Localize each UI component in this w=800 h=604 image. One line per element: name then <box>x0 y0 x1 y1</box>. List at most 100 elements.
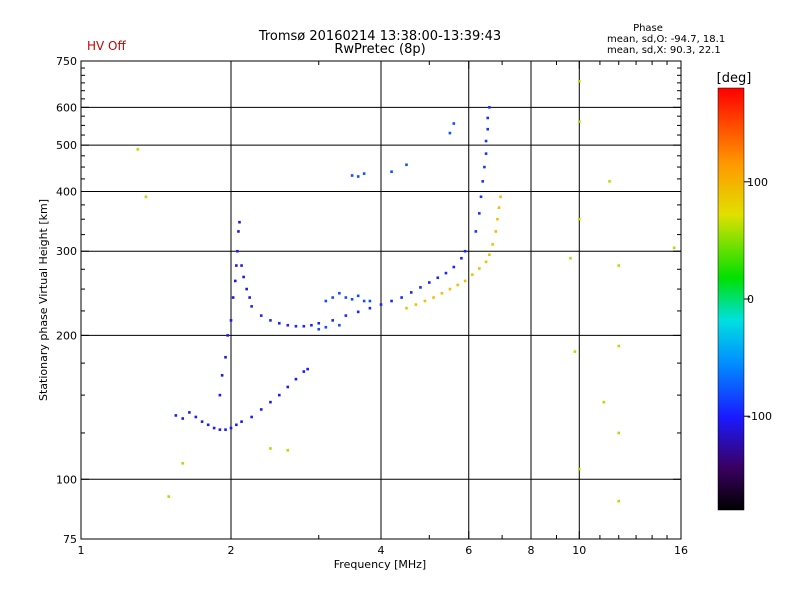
data-point <box>405 163 408 167</box>
data-point <box>294 377 298 381</box>
data-point <box>226 334 230 337</box>
data-point <box>569 256 572 260</box>
data-point <box>338 323 341 327</box>
colorbar-tick-label: 100 <box>747 176 768 189</box>
data-point <box>356 310 360 314</box>
data-point <box>236 249 239 253</box>
data-point <box>344 296 348 299</box>
data-point <box>400 296 403 299</box>
data-point <box>617 431 621 435</box>
y-tick-label: 300 <box>56 245 77 258</box>
x-tick-labels: 1 2 4 6 8 10 16 <box>78 544 689 557</box>
data-point <box>573 350 577 353</box>
x-axis-label: Frequency [MHz] <box>334 558 426 571</box>
data-point <box>463 279 467 283</box>
data-point <box>460 256 463 260</box>
data-point <box>484 139 488 143</box>
data-point <box>331 319 335 322</box>
data-point <box>338 291 341 295</box>
axis-ticks <box>80 60 682 540</box>
y-tick-label: 75 <box>63 533 77 546</box>
data-point <box>212 426 216 430</box>
y-tick-label: 750 <box>56 55 77 68</box>
data-point <box>409 291 413 294</box>
data-point <box>448 131 452 135</box>
y-tick-label: 100 <box>56 473 77 486</box>
data-point <box>456 283 459 287</box>
data-point <box>250 305 253 308</box>
data-point <box>286 323 290 327</box>
grid <box>81 61 681 539</box>
data-point <box>317 321 321 325</box>
data-point <box>242 275 245 279</box>
colorbar-tick-label: 0 <box>747 293 754 306</box>
colorbar-gradient <box>717 87 745 511</box>
data-point <box>432 296 435 299</box>
data-point <box>427 281 431 284</box>
data-point <box>577 217 581 221</box>
data-point <box>488 253 491 257</box>
data-point <box>224 355 227 359</box>
data-point <box>174 414 178 417</box>
data-point <box>444 271 448 275</box>
data-point <box>317 327 321 331</box>
data-point <box>471 273 474 276</box>
data-points <box>136 80 676 503</box>
data-point <box>240 420 243 423</box>
data-point <box>481 180 485 183</box>
data-point <box>324 299 328 303</box>
data-point <box>250 415 253 419</box>
data-point <box>478 267 481 270</box>
colorbar-ticks: 100 0 -100 <box>744 176 772 423</box>
x-tick-label: 1 <box>78 544 85 557</box>
data-point <box>414 303 418 306</box>
data-point <box>491 243 494 246</box>
data-point <box>423 299 427 303</box>
data-point <box>224 428 227 431</box>
data-point <box>259 408 263 411</box>
data-point <box>672 246 676 250</box>
data-point <box>259 314 263 317</box>
y-tick-label: 600 <box>56 101 77 114</box>
x-tick-label: 16 <box>674 544 688 557</box>
data-point <box>390 170 393 174</box>
data-point <box>602 400 606 404</box>
data-point <box>231 296 235 299</box>
x-tick-label: 10 <box>572 544 586 557</box>
data-point <box>350 174 354 177</box>
data-point <box>436 276 440 280</box>
data-point <box>478 212 481 215</box>
data-point <box>200 420 204 423</box>
data-point <box>356 294 360 298</box>
data-point <box>617 264 621 267</box>
x-tick-label: 2 <box>228 544 235 557</box>
data-point <box>188 411 191 414</box>
colorbar: [deg] 100 0 -100 <box>717 71 772 511</box>
y-tick-label: 200 <box>56 329 77 342</box>
data-point <box>324 325 328 329</box>
data-point <box>144 195 148 199</box>
y-tick-label: 400 <box>56 185 77 198</box>
data-point <box>331 296 335 299</box>
data-point <box>494 230 498 233</box>
data-point <box>233 279 237 283</box>
data-point <box>379 303 383 306</box>
data-point <box>362 172 366 175</box>
data-point <box>474 230 478 233</box>
data-point <box>452 265 456 269</box>
data-point <box>486 127 490 131</box>
data-point <box>229 319 233 322</box>
data-point <box>235 264 238 267</box>
data-point <box>302 370 306 373</box>
phase-o-stats: mean, sd,O: -94.7, 18.1 <box>607 34 725 45</box>
data-point <box>220 374 224 377</box>
data-point <box>238 220 241 224</box>
data-point <box>240 264 243 267</box>
data-point <box>440 291 444 295</box>
data-point <box>218 393 222 397</box>
data-point <box>617 499 621 503</box>
data-point <box>229 426 233 430</box>
data-point <box>277 393 281 397</box>
y-tick-label: 500 <box>56 139 77 152</box>
